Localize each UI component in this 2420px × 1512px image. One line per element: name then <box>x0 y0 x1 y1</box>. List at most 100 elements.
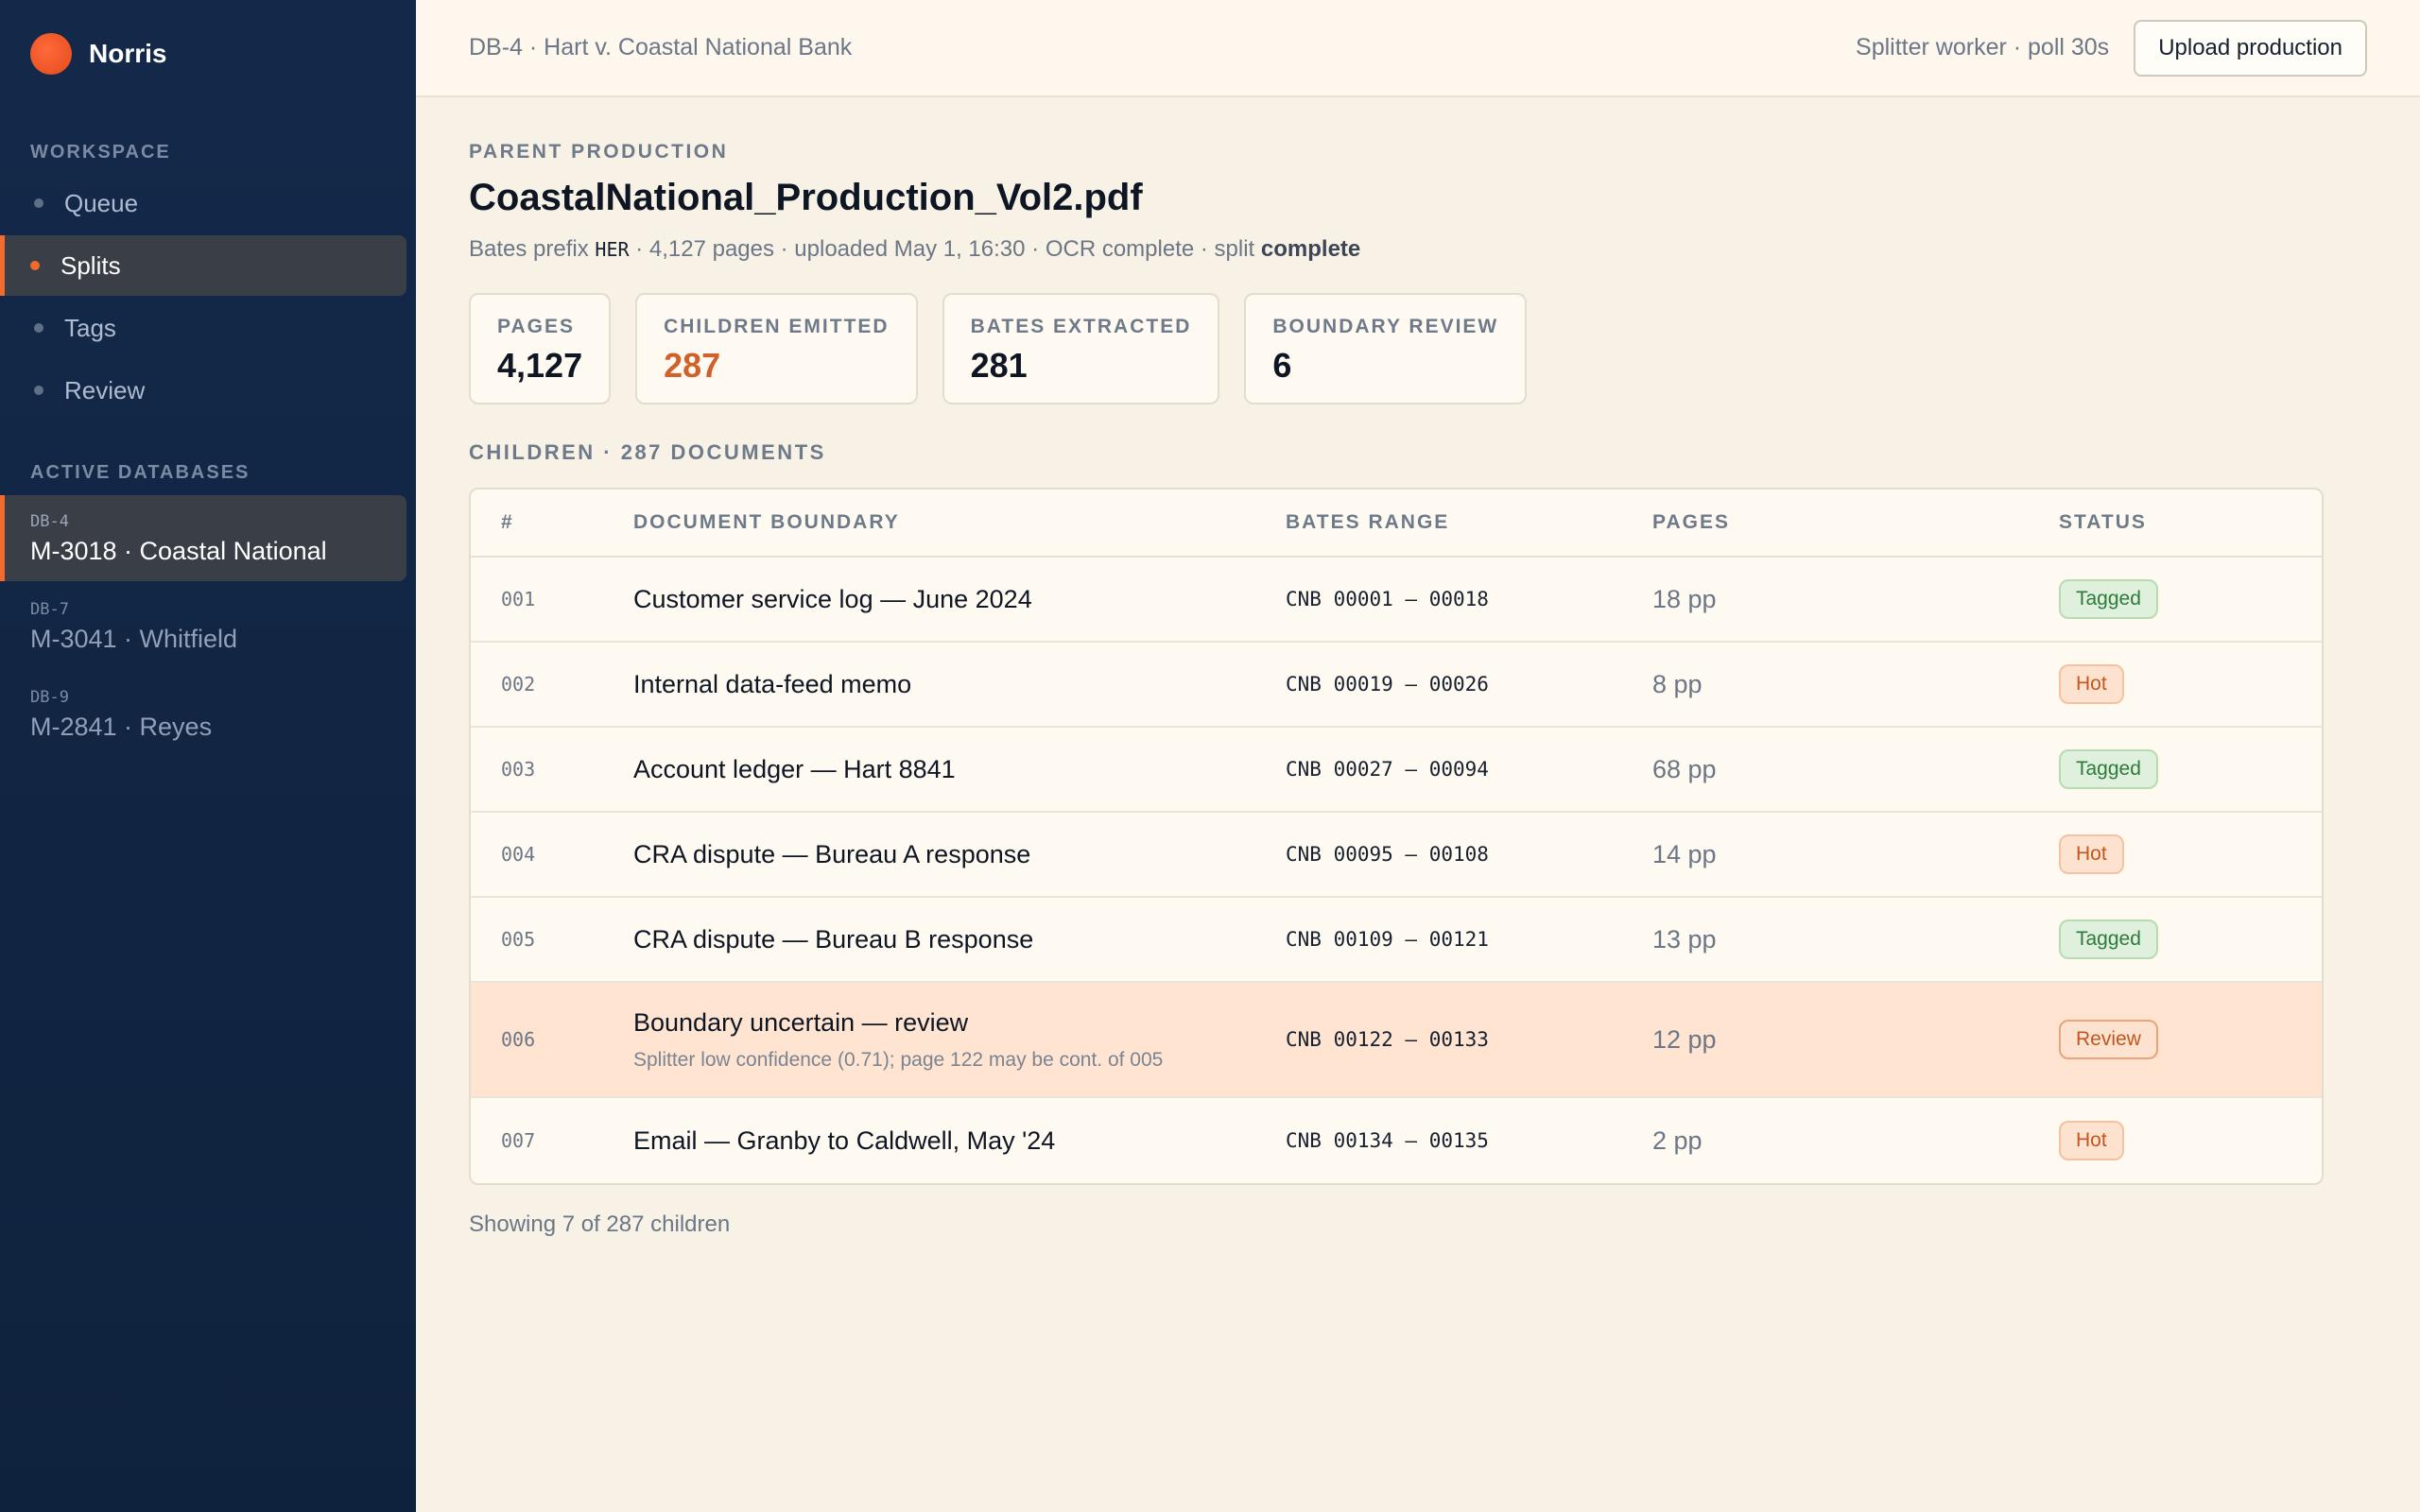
status-badge: Hot <box>2059 1121 2124 1160</box>
bates-range: CNB 00001 – 00018 <box>1286 588 1489 610</box>
nav-item-label: Review <box>64 375 146 404</box>
nav-item-label: Tags <box>64 313 116 342</box>
table-row[interactable]: 001 Customer service log — June 2024 CNB… <box>471 558 2322 643</box>
document-cell: Customer service log — June 2024 <box>633 585 1286 614</box>
upload-production-button[interactable]: Upload production <box>2134 19 2367 77</box>
status-badge: Tagged <box>2059 579 2158 619</box>
column-header-pages: PAGES <box>1652 511 1730 533</box>
nav-item-review[interactable]: Review <box>0 360 406 421</box>
table-header: # DOCUMENT BOUNDARY BATES RANGE PAGES ST… <box>471 490 2322 558</box>
document-title: CRA dispute — Bureau B response <box>633 924 1034 954</box>
status-badge: Tagged <box>2059 919 2158 959</box>
workspace-label: WORKSPACE <box>30 142 171 163</box>
stat-value: 281 <box>970 346 1028 385</box>
database-item-db-4[interactable]: DB-4 M-3018 · Coastal National <box>0 495 406 581</box>
bullet-icon <box>34 198 43 208</box>
column-header-bates: BATES RANGE <box>1286 511 1450 533</box>
column-header-status: STATUS <box>2059 511 2147 533</box>
stat-value: 4,127 <box>497 346 583 385</box>
document-title: CRA dispute — Bureau A response <box>633 839 1031 868</box>
status-cell: Tagged <box>2059 579 2322 619</box>
bates-range: CNB 00095 – 00108 <box>1286 843 1489 866</box>
top-bar-actions: Splitter worker · poll 30s Upload produc… <box>1856 19 2367 77</box>
document-cell: Account ledger — Hart 8841 <box>633 755 1286 784</box>
meta-prefix: Bates prefix <box>469 236 589 262</box>
row-number: 003 <box>501 758 536 781</box>
stat-label: PAGES <box>497 316 575 337</box>
status-badge: Hot <box>2059 834 2124 874</box>
bates-range: CNB 00122 – 00133 <box>1286 1028 1489 1051</box>
nav-item-label: Queue <box>64 188 139 217</box>
nav-item-label: Splits <box>60 250 121 280</box>
bullet-icon <box>34 386 43 395</box>
nav-item-tags[interactable]: Tags <box>0 298 406 358</box>
status-cell: Review <box>2059 1020 2322 1059</box>
nav-item-splits[interactable]: Splits <box>0 235 406 296</box>
stat-card-pages: PAGES 4,127 <box>469 293 612 404</box>
database-name: M-3018 · Coastal National <box>30 537 327 565</box>
table-row[interactable]: 003 Account ledger — Hart 8841 CNB 00027… <box>471 728 2322 813</box>
stats-row: PAGES 4,127 CHILDREN EMITTED 287 BATES E… <box>469 293 2367 404</box>
stat-label: BOUNDARY REVIEW <box>1272 316 1499 337</box>
database-list: DB-4 M-3018 · Coastal National DB-7 M-30… <box>0 495 416 757</box>
bates-range: CNB 00109 – 00121 <box>1286 928 1489 951</box>
stat-card-children-emitted: CHILDREN EMITTED 287 <box>635 293 918 404</box>
table-row[interactable]: 002 Internal data-feed memo CNB 00019 – … <box>471 643 2322 728</box>
bates-range: CNB 00019 – 00026 <box>1286 673 1489 696</box>
document-title: Internal data-feed memo <box>633 669 912 698</box>
top-bar: DB-4 · Hart v. Coastal National Bank Spl… <box>416 0 2420 97</box>
row-number: 005 <box>501 928 536 951</box>
status-cell: Tagged <box>2059 919 2322 959</box>
split-status: complete <box>1260 236 1361 262</box>
status-badge[interactable]: Review <box>2059 1020 2158 1059</box>
database-code: DB-9 <box>30 688 69 707</box>
stat-label: CHILDREN EMITTED <box>664 316 890 337</box>
bates-prefix: HER <box>595 238 630 261</box>
page-count: 8 pp <box>1652 669 1703 698</box>
stat-card-bates-extracted: BATES EXTRACTED 281 <box>942 293 1220 404</box>
status-cell: Hot <box>2059 664 2322 704</box>
worker-status: Splitter worker · poll 30s <box>1856 34 2110 60</box>
document-cell: Internal data-feed memo <box>633 670 1286 699</box>
database-item-db-7[interactable]: DB-7 M-3041 · Whitfield <box>0 583 406 669</box>
row-number: 006 <box>501 1028 536 1051</box>
active-databases-label: ACTIVE DATABASES <box>30 462 251 483</box>
stat-label: BATES EXTRACTED <box>970 316 1192 337</box>
status-cell: Tagged <box>2059 749 2322 789</box>
logo-icon <box>30 33 72 75</box>
document-cell: CRA dispute — Bureau B response <box>633 925 1286 954</box>
page-count: 13 pp <box>1652 924 1717 954</box>
nav-list: Queue Splits Tags Review <box>0 173 416 421</box>
production-meta: Bates prefix HER · 4,127 pages · uploade… <box>469 236 2367 263</box>
meta-details: · 4,127 pages · uploaded May 1, 16:30 · … <box>635 236 1255 262</box>
status-cell: Hot <box>2059 834 2322 874</box>
document-cell: Boundary uncertain — review Splitter low… <box>633 1008 1286 1072</box>
row-number: 004 <box>501 843 536 866</box>
bullet-icon <box>34 323 43 333</box>
stat-value: 287 <box>664 346 721 385</box>
children-label: CHILDREN · 287 DOCUMENTS <box>469 440 826 464</box>
table-row[interactable]: 005 CRA dispute — Bureau B response CNB … <box>471 898 2322 983</box>
table-row[interactable]: 007 Email — Granby to Caldwell, May '24 … <box>471 1098 2322 1183</box>
database-item-db-9[interactable]: DB-9 M-2841 · Reyes <box>0 671 406 757</box>
brand[interactable]: Norris <box>0 0 416 108</box>
row-number: 002 <box>501 673 536 696</box>
sidebar: Norris WORKSPACE Queue Splits Tags Revie… <box>0 0 416 1512</box>
breadcrumb: DB-4 · Hart v. Coastal National Bank <box>469 34 853 60</box>
page-count: 68 pp <box>1652 754 1717 783</box>
nav-item-queue[interactable]: Queue <box>0 173 406 233</box>
column-header-document: DOCUMENT BOUNDARY <box>633 511 900 533</box>
document-title: Email — Granby to Caldwell, May '24 <box>633 1125 1056 1155</box>
row-number: 001 <box>501 588 536 610</box>
table-row[interactable]: 004 CRA dispute — Bureau A response CNB … <box>471 813 2322 898</box>
content: PARENT PRODUCTION CoastalNational_Produc… <box>416 97 2420 1238</box>
table-row-flagged[interactable]: 006 Boundary uncertain — review Splitter… <box>471 983 2322 1098</box>
database-name: M-2841 · Reyes <box>30 713 213 741</box>
stat-card-boundary-review: BOUNDARY REVIEW 6 <box>1244 293 1528 404</box>
row-number: 007 <box>501 1129 536 1152</box>
database-code: DB-4 <box>30 512 69 531</box>
document-cell: Email — Granby to Caldwell, May '24 <box>633 1126 1286 1156</box>
page-count: 12 pp <box>1652 1024 1717 1054</box>
column-header-num: # <box>501 511 514 533</box>
brand-name: Norris <box>89 39 167 68</box>
